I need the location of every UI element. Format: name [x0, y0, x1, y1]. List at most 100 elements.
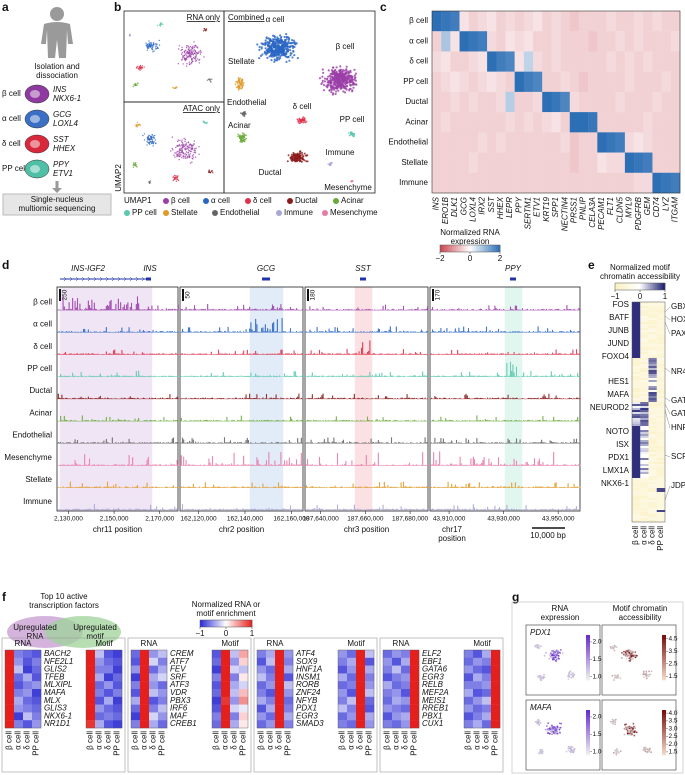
umap-point [276, 57, 279, 60]
heat-cell [131, 696, 141, 705]
feature-point [628, 654, 630, 656]
column-label: β cell [464, 731, 473, 750]
feature-point [536, 644, 539, 646]
heat-cell [86, 696, 96, 705]
umap-point [146, 46, 148, 48]
umap-point [198, 62, 200, 64]
axis-tick-label: 2,130,000 [54, 516, 83, 523]
column-label: δ cell [230, 731, 239, 750]
heat-row [656, 378, 666, 381]
umap-point [303, 117, 306, 119]
heat-row [632, 438, 641, 441]
heat-cell [113, 712, 123, 721]
umap-point [175, 175, 177, 177]
heat-cell [383, 681, 393, 690]
heat-row [648, 414, 657, 417]
heat-row [648, 330, 657, 333]
umap-point [152, 136, 154, 139]
colorbar-step [494, 245, 497, 252]
heat-cell [459, 51, 469, 72]
column-label: PP cell [656, 526, 665, 551]
heat-row [656, 464, 666, 467]
heat-cell [230, 665, 240, 674]
colorbar-step [662, 644, 666, 647]
feature-point [548, 657, 551, 660]
heat-cell [401, 665, 411, 674]
colorbar-step [466, 245, 469, 252]
heat-cell [365, 650, 375, 658]
track-scale: 250 [62, 289, 69, 300]
heat-row [656, 380, 666, 383]
colorbar-step [213, 620, 216, 627]
heat-row [640, 406, 649, 409]
heat-cell [432, 91, 442, 113]
feature-point [642, 673, 644, 676]
heat-cell [158, 657, 168, 666]
column-label: PP cell [32, 731, 41, 756]
heat-row [632, 472, 641, 475]
colorbar-step [586, 730, 590, 733]
umap-point [181, 52, 184, 54]
motif-label: BATF [609, 313, 629, 322]
column-label: α cell [392, 731, 401, 750]
umap-point [183, 157, 185, 159]
umap-point [192, 144, 194, 146]
heat-row [656, 456, 666, 459]
coverage-track [430, 305, 581, 311]
heat-cell [482, 665, 492, 674]
heat-cell [158, 720, 168, 729]
heat-cell [643, 51, 653, 72]
umap-point [328, 164, 331, 167]
heat-cell [5, 650, 15, 658]
heat-row [656, 486, 666, 489]
heat-cell [569, 51, 580, 72]
coverage-track [180, 393, 303, 400]
heat-row [648, 428, 657, 431]
heat-cell [257, 704, 267, 713]
track-label: Acinar [29, 408, 52, 417]
heat-cell [464, 696, 474, 705]
colorbar-step [203, 620, 206, 627]
heat-cell [560, 11, 570, 32]
umap-point [273, 60, 276, 63]
umap-point [292, 151, 295, 154]
umap-point [344, 79, 347, 82]
feature-point [559, 731, 561, 734]
feature-point [554, 729, 557, 732]
feature-point [559, 652, 561, 654]
umap-point [133, 163, 135, 165]
tf-label: MLX [44, 696, 61, 705]
heat-row [648, 474, 657, 477]
heat-cell [5, 657, 15, 666]
legend-label: α cell [211, 196, 230, 205]
gene-label: PDGFRB [634, 196, 643, 230]
colorbar-step [640, 283, 642, 290]
umap-point [149, 135, 151, 137]
heat-row [640, 360, 649, 363]
feature-point [552, 653, 555, 655]
heat-row [656, 422, 666, 425]
umap-point [187, 53, 189, 55]
feature-point [629, 658, 632, 661]
motif-label: NEUROD2 [590, 403, 630, 412]
heat-row [640, 436, 649, 439]
heat-cell [606, 132, 616, 153]
feature-point [648, 748, 651, 750]
column-label: β cell [383, 731, 392, 750]
umap-point [353, 74, 356, 77]
heat-cell [482, 681, 492, 690]
heat-cell [661, 152, 672, 173]
heat-row [648, 472, 657, 475]
heat-cell [477, 31, 488, 52]
legend-swatch [333, 198, 339, 204]
heat-cell [578, 91, 589, 113]
umap-point [156, 43, 158, 46]
heat-row [648, 346, 657, 349]
heat-row [640, 344, 649, 347]
umap-point [183, 58, 185, 60]
colorbar-step [586, 641, 590, 645]
umap-point [152, 145, 154, 147]
umap-point [345, 84, 348, 87]
leader-line [664, 409, 671, 429]
heat-cell [32, 689, 42, 697]
